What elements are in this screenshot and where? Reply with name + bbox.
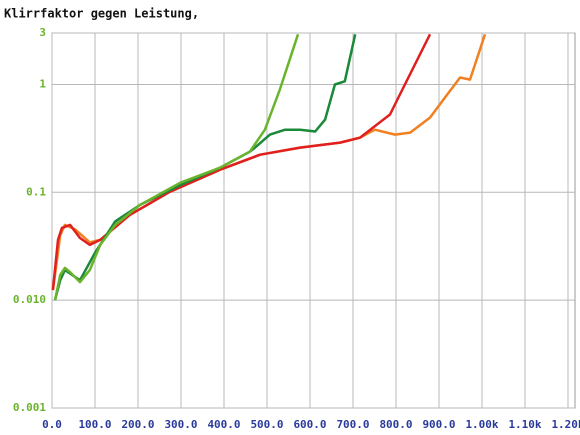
x-tick-label: 900.0 — [422, 418, 455, 431]
y-tick-label: 1 — [39, 77, 46, 90]
x-tick-label: 1.00k — [465, 418, 498, 431]
x-tick-label: 600.0 — [293, 418, 326, 431]
data-line — [53, 33, 300, 301]
x-tick-label: 300.0 — [164, 418, 197, 431]
x-tick-label: 400.0 — [207, 418, 240, 431]
x-tick-label: 100.0 — [78, 418, 111, 431]
x-tick-label: 1.10k — [508, 418, 541, 431]
x-tick-label: 500.0 — [250, 418, 283, 431]
chart-title: Klirrfaktor gegen Leistung, — [4, 7, 199, 21]
x-tick-label: 700.0 — [336, 418, 369, 431]
plot-area — [51, 32, 576, 409]
x-tick-label: 0.0 — [42, 418, 62, 431]
x-tick-label: 800.0 — [379, 418, 412, 431]
y-tick-label: 0.1 — [26, 185, 46, 198]
data-line — [51, 33, 432, 291]
y-tick-label: 3 — [39, 26, 46, 39]
y-tick-label: 0.010 — [13, 293, 46, 306]
y-tick-label: 0.001 — [13, 401, 46, 414]
x-tick-label: 200.0 — [121, 418, 154, 431]
x-tick-label: 1.20k — [551, 418, 580, 431]
